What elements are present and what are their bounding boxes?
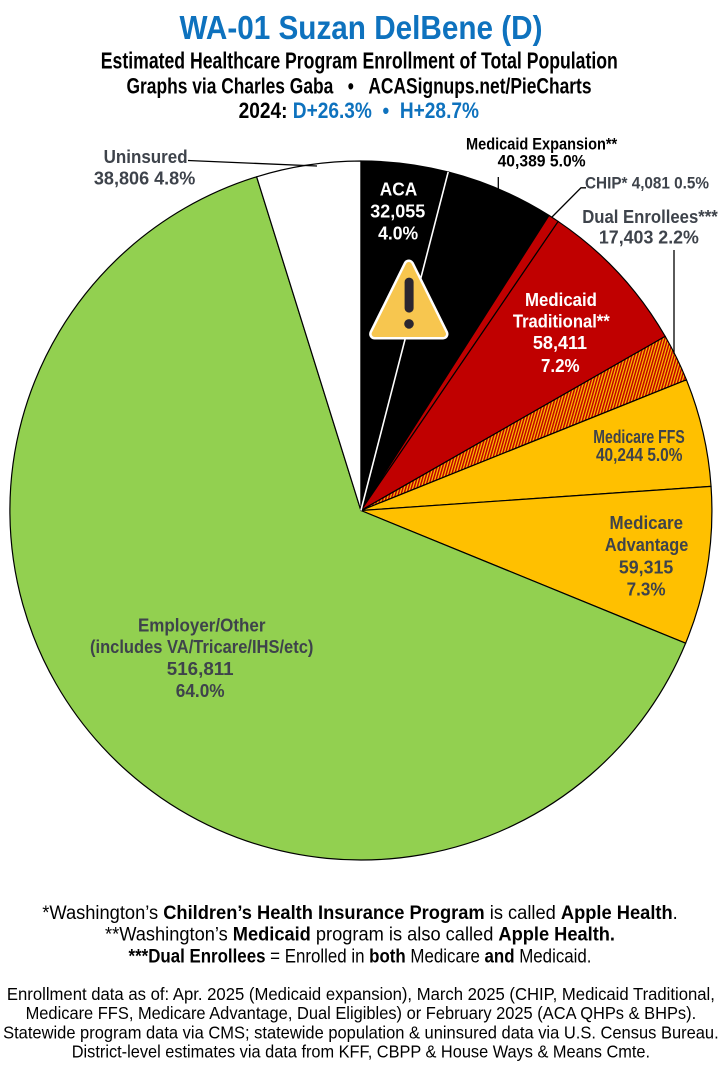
svg-text:Graphs via Charles Gaba •: Graphs via Charles Gaba • ACASignups.net… xyxy=(127,74,592,99)
svg-text:4.0%: 4.0% xyxy=(378,223,418,244)
svg-text:CHIP* 4,081 0.5%: CHIP* 4,081 0.5% xyxy=(585,174,709,192)
svg-text:Medicare FFS: Medicare FFS xyxy=(593,426,684,447)
svg-text:Advantage: Advantage xyxy=(605,534,688,555)
svg-text:17,403 2.2%: 17,403 2.2% xyxy=(599,226,699,247)
svg-text:Medicaid Expansion**: Medicaid Expansion** xyxy=(466,135,618,153)
svg-text:Medicare: Medicare xyxy=(610,512,684,533)
svg-text:Enrollment data as of: Apr. 20: Enrollment data as of: Apr. 2025 (Medica… xyxy=(7,984,715,1004)
svg-text:40,389 5.0%: 40,389 5.0% xyxy=(498,152,586,170)
svg-text:38,806 4.8%: 38,806 4.8% xyxy=(94,168,195,189)
svg-text:32,055: 32,055 xyxy=(370,201,425,222)
svg-text:Statewide program data via CMS: Statewide program data via CMS; statewid… xyxy=(3,1022,719,1042)
svg-text:ACA: ACA xyxy=(380,179,418,200)
svg-text:7.3%: 7.3% xyxy=(627,579,666,600)
svg-text:*Washington’s Children’s Healt: *Washington’s Children’s Health Insuranc… xyxy=(42,903,678,924)
svg-text:Employer/Other: Employer/Other xyxy=(138,614,266,635)
svg-text:7.2%: 7.2% xyxy=(541,355,580,376)
svg-text:59,315: 59,315 xyxy=(619,557,673,578)
svg-text:Dual Enrollees***: Dual Enrollees*** xyxy=(582,206,718,227)
svg-text:40,244 5.0%: 40,244 5.0% xyxy=(596,444,683,465)
svg-text:Traditional**: Traditional** xyxy=(513,311,611,332)
svg-text:WA-01 Suzan DelBene (D): WA-01 Suzan DelBene (D) xyxy=(180,9,543,46)
svg-text:**Washington’s Medicaid progra: **Washington’s Medicaid program is also … xyxy=(105,925,615,946)
svg-text:64.0%: 64.0% xyxy=(176,680,225,701)
svg-text:District-level estimates via d: District-level estimates via data from K… xyxy=(72,1042,650,1062)
svg-text:Uninsured: Uninsured xyxy=(104,146,188,167)
svg-text:Estimated Healthcare Program E: Estimated Healthcare Program Enrollment … xyxy=(101,48,618,74)
svg-text:58,411: 58,411 xyxy=(533,332,587,353)
svg-text:2024: D+26.3% • H+28.7%: 2024: D+26.3% • H+28.7% xyxy=(239,98,479,123)
svg-text:Medicare FFS, Medicare Advanta: Medicare FFS, Medicare Advantage, Dual E… xyxy=(26,1003,697,1023)
svg-text:Medicaid: Medicaid xyxy=(525,289,597,310)
svg-text:516,811: 516,811 xyxy=(167,658,234,679)
svg-text:***Dual Enrollees = Enrolled i: ***Dual Enrollees = Enrolled in both Med… xyxy=(129,947,592,968)
svg-text:(includes VA/Tricare/IHS/etc): (includes VA/Tricare/IHS/etc) xyxy=(90,636,313,657)
